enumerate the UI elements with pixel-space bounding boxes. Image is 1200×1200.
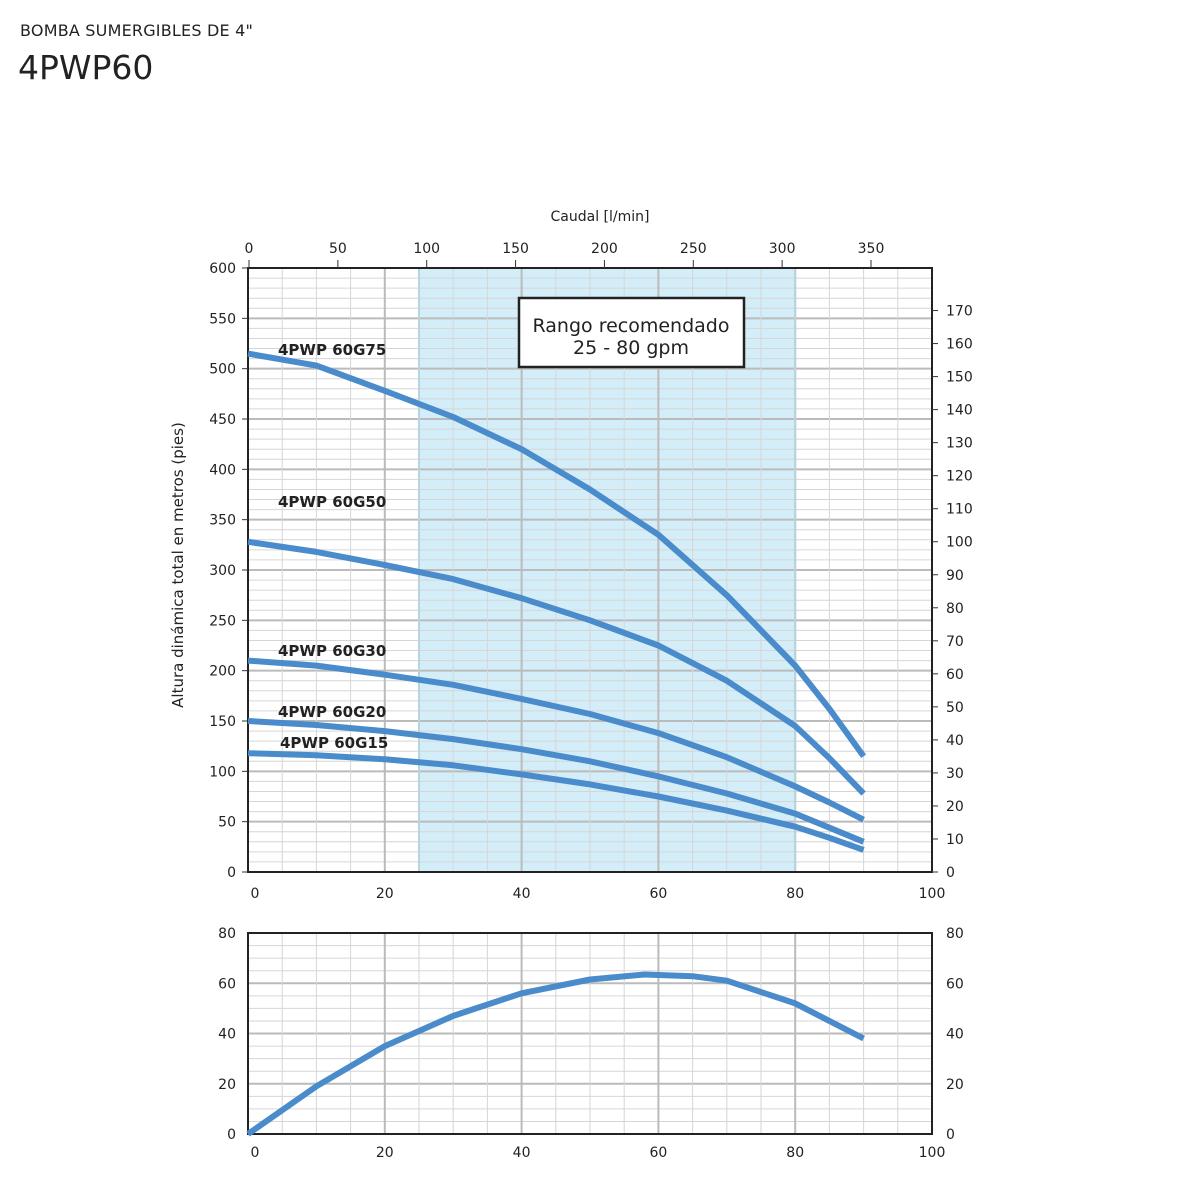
y-tick-label: 0 <box>227 865 236 881</box>
efficiency-plot-frame <box>247 932 933 1135</box>
annotation-box <box>517 296 746 369</box>
eff-right-tick-label: 0 <box>946 1127 955 1143</box>
right-tick-label: 0 <box>946 865 955 881</box>
right-tick-label: 120 <box>946 469 973 485</box>
efficiency-curve <box>246 971 865 1137</box>
eff-y-tick-label: 80 <box>218 926 236 942</box>
x-tick-label: 20 <box>376 886 394 902</box>
right-tick-label: 90 <box>946 568 964 584</box>
right-tick-label: 130 <box>946 436 973 452</box>
x-tick-label: 0 <box>251 886 260 902</box>
curve-label: 4PWP 60G15 <box>280 734 388 752</box>
right-tick-label: 110 <box>946 502 973 518</box>
right-tick-label: 160 <box>946 337 973 353</box>
y-tick-label: 350 <box>209 513 236 529</box>
right-tick-label: 150 <box>946 370 973 386</box>
x-tick-label: 100 <box>919 886 946 902</box>
y-tick-label: 250 <box>209 613 236 629</box>
right-tick-label: 170 <box>946 304 973 320</box>
top-tick-label: 350 <box>858 241 885 257</box>
eff-x-tick-label: 40 <box>513 1145 531 1161</box>
y-tick-label: 600 <box>209 261 236 277</box>
eff-x-tick-label: 60 <box>649 1145 667 1161</box>
y-tick-label: 550 <box>209 311 236 327</box>
curve-4pwp-60g15 <box>247 750 865 853</box>
right-tick-label: 140 <box>946 403 973 419</box>
top-tick-label: 100 <box>413 241 440 257</box>
eff-y-tick-label: 40 <box>218 1027 236 1043</box>
right-tick-label: 70 <box>946 634 964 650</box>
right-tick-label: 10 <box>946 832 964 848</box>
eff-y-tick-label: 60 <box>218 976 236 992</box>
eff-right-tick-label: 20 <box>946 1077 964 1093</box>
curve-label: 4PWP 60G75 <box>278 341 386 359</box>
top-tick-label: 300 <box>769 241 796 257</box>
y-tick-label: 100 <box>209 764 236 780</box>
right-tick-label: 60 <box>946 667 964 683</box>
eff-x-tick-label: 0 <box>251 1145 260 1161</box>
top-tick-label: 250 <box>680 241 707 257</box>
top-tick-label: 200 <box>591 241 618 257</box>
eff-y-tick-label: 20 <box>218 1077 236 1093</box>
eff-right-tick-label: 40 <box>946 1027 964 1043</box>
y-tick-label: 150 <box>209 714 236 730</box>
top-tick-label: 0 <box>245 241 254 257</box>
y-tick-label: 500 <box>209 362 236 378</box>
annotation-line2: 25 - 80 gpm <box>573 337 689 359</box>
right-tick-label: 40 <box>946 733 964 749</box>
y-tick-label: 50 <box>218 815 236 831</box>
right-tick-label: 50 <box>946 700 964 716</box>
annotation-line1: Rango recomendado <box>533 315 730 337</box>
top-tick-label: 50 <box>329 241 347 257</box>
y-axis-title: Altura dinámica total en metros (pies) <box>169 422 187 708</box>
y-tick-label: 450 <box>209 412 236 428</box>
right-tick-label: 30 <box>946 766 964 782</box>
curve-label: 4PWP 60G50 <box>278 493 386 511</box>
y-tick-label: 400 <box>209 462 236 478</box>
top-axis-title: Caudal [l/min] <box>551 209 650 225</box>
x-tick-label: 60 <box>649 886 667 902</box>
page-title: 4PWP60 <box>18 48 154 87</box>
top-tick-label: 150 <box>502 241 529 257</box>
curve-4pwp-60g75 <box>247 350 867 758</box>
eff-y-tick-label: 0 <box>227 1127 236 1143</box>
page-subtitle: BOMBA SUMERGIBLES DE 4" <box>20 21 254 40</box>
right-tick-label: 20 <box>946 799 964 815</box>
right-tick-label: 100 <box>946 535 973 551</box>
eff-right-tick-label: 80 <box>946 926 964 942</box>
y-tick-label: 200 <box>209 664 236 680</box>
curve-4pwp-60g20 <box>247 718 865 845</box>
right-tick-label: 80 <box>946 601 964 617</box>
x-tick-label: 40 <box>513 886 531 902</box>
eff-x-tick-label: 100 <box>919 1145 946 1161</box>
curve-4pwp-60g30 <box>247 657 865 823</box>
x-tick-label: 80 <box>786 886 804 902</box>
curve-4pwp-60g50 <box>247 538 866 796</box>
curve-label: 4PWP 60G30 <box>278 642 386 660</box>
eff-x-tick-label: 20 <box>376 1145 394 1161</box>
eff-right-tick-label: 60 <box>946 976 964 992</box>
y-tick-label: 300 <box>209 563 236 579</box>
curve-label: 4PWP 60G20 <box>278 703 386 721</box>
eff-x-tick-label: 80 <box>786 1145 804 1161</box>
